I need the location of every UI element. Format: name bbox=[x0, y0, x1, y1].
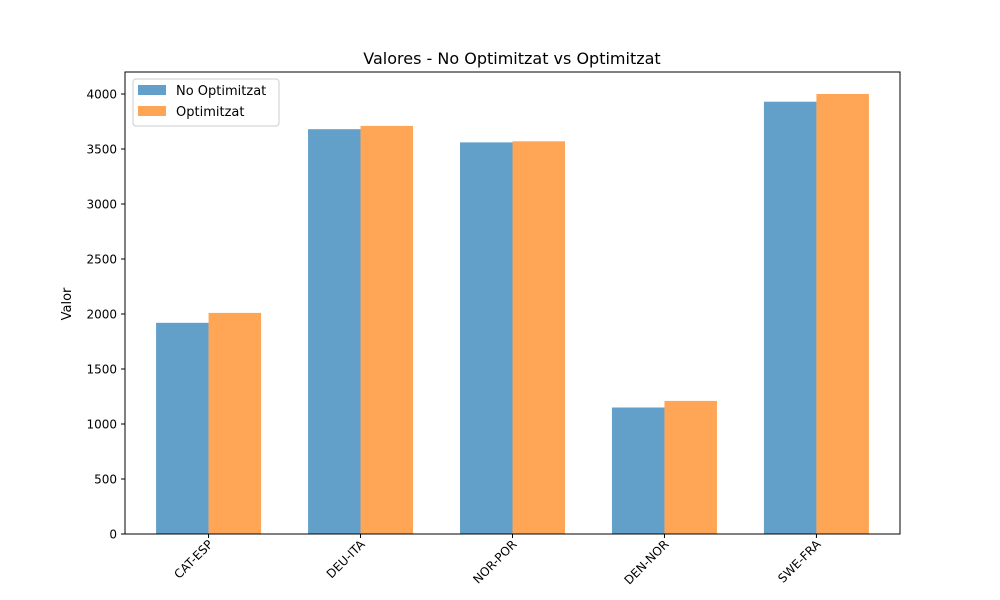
bars-group bbox=[156, 94, 869, 535]
legend-swatch-no-optimitzat bbox=[138, 85, 166, 95]
y-axis-title: Valor bbox=[60, 287, 75, 320]
y-tick-label: 1000 bbox=[86, 418, 117, 432]
plot-area-frame bbox=[124, 71, 901, 535]
chart-title: Valores - No Optimitzat vs Optimitzat bbox=[363, 49, 660, 68]
legend-label-optimitzat: Optimitzat bbox=[176, 105, 244, 120]
y-tick-label: 2000 bbox=[86, 308, 117, 322]
y-axis-ticks: 0 500 1000 1500 2000 2500 3000 3500 4000 bbox=[86, 88, 125, 542]
bar-optimitzat-cat-esp bbox=[208, 312, 262, 534]
bar-optimitzat-swe-fra bbox=[816, 94, 869, 534]
y-tick-label: 500 bbox=[94, 473, 117, 487]
bar-optimitzat-deu-ita bbox=[360, 125, 414, 535]
bar-no-optimitzat-deu-ita bbox=[308, 129, 361, 534]
bar-optimitzat-nor-por bbox=[512, 141, 565, 535]
legend-box bbox=[132, 78, 280, 127]
bar-no-optimitzat-swe-fra bbox=[763, 101, 817, 534]
y-tick-label: 3500 bbox=[86, 143, 117, 157]
y-tick-label: 2500 bbox=[86, 253, 117, 267]
y-tick-label: 0 bbox=[109, 528, 117, 542]
legend-label-no-optimitzat: No Optimitzat bbox=[176, 84, 266, 99]
legend: No Optimitzat Optimitzat bbox=[132, 78, 280, 127]
y-tick-label: 3000 bbox=[86, 198, 117, 212]
bar-no-optimitzat-nor-por bbox=[460, 142, 513, 534]
legend-swatch-optimitzat bbox=[138, 106, 166, 116]
y-tick-label: 1500 bbox=[86, 363, 117, 377]
bar-no-optimitzat-cat-esp bbox=[156, 322, 209, 534]
bar-no-optimitzat-den-nor bbox=[611, 407, 665, 534]
y-tick-label: 4000 bbox=[86, 88, 117, 102]
bar-optimitzat-den-nor bbox=[664, 400, 717, 534]
